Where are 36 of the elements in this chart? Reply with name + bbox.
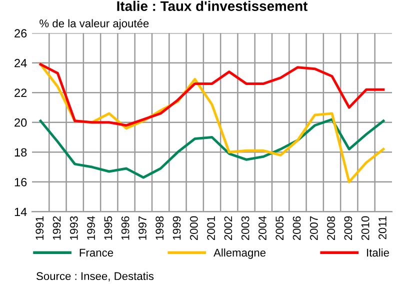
line-series	[39, 63, 385, 127]
y-tick-label: 20	[14, 118, 27, 127]
x-tick-label: 2006	[292, 216, 301, 240]
x-tick-label: 1997	[138, 216, 146, 240]
x-tick-label: 1996	[121, 216, 130, 240]
x-tick-label: 1998	[156, 216, 164, 240]
legend-label: France	[80, 248, 114, 257]
source-note: Source : Insee, Destatis	[36, 272, 154, 282]
y-tick-label: 24	[14, 58, 27, 68]
x-tick-label: 2010	[361, 216, 370, 240]
x-tick-label: 2003	[241, 216, 250, 240]
x-tick-label: 2004	[258, 216, 266, 240]
y-tick-label: 18	[14, 148, 27, 157]
x-tick-label: 2000	[190, 216, 198, 240]
x-tick-label: 2011	[378, 216, 386, 240]
x-tick-label: 2009	[344, 216, 352, 240]
x-tick-label: 1994	[87, 216, 95, 240]
y-tick-label: 14	[14, 208, 27, 216]
y-axis-title: % de la valeur ajoutée	[40, 19, 149, 30]
x-tick-label: 1999	[172, 216, 181, 240]
x-tick-label: 2002	[224, 216, 232, 240]
x-tick-label: 2008	[327, 216, 335, 240]
x-tick-label: 2007	[310, 216, 318, 240]
line-series	[39, 118, 385, 179]
x-tick-label: 1991	[36, 216, 44, 240]
y-tick-label: 22	[14, 88, 27, 97]
x-tick-label: 2001	[207, 216, 215, 240]
x-tick-label: 2005	[276, 216, 284, 240]
x-tick-label: 1995	[104, 216, 112, 240]
y-tick-label: 16	[14, 178, 27, 186]
x-tick-label: 1993	[70, 216, 78, 240]
legend-label: Allemagne	[214, 248, 266, 259]
y-tick-label: 26	[14, 29, 27, 38]
x-tick-label: 1992	[52, 216, 61, 240]
legend-label: Italie	[367, 248, 389, 257]
chart-title: Italie : Taux d'investissement	[117, 0, 308, 12]
